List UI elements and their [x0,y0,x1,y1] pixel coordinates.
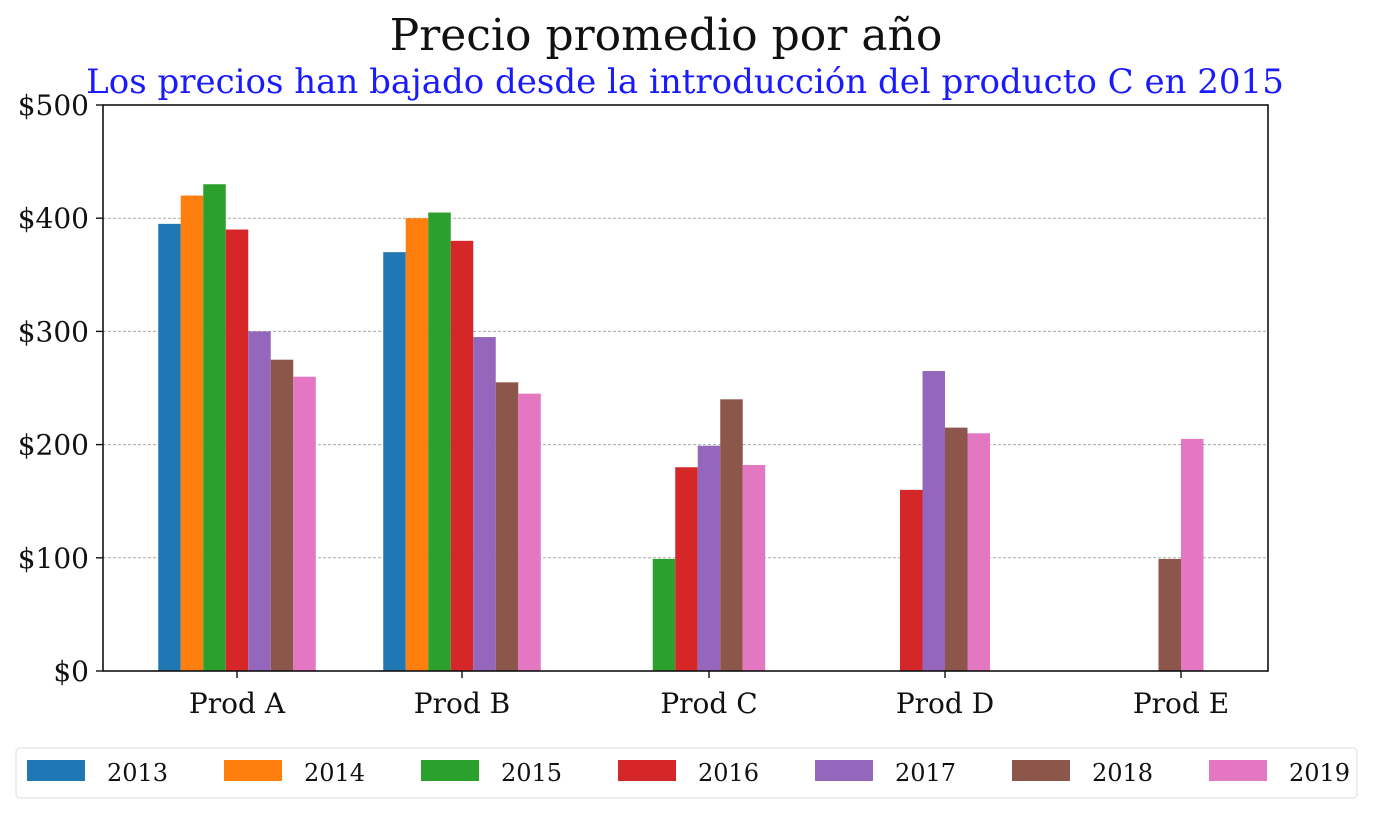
plot-frame [102,104,1269,672]
x-tick-label: Prod A [189,687,286,720]
legend-swatch [27,760,85,781]
bar [158,223,181,672]
legend-swatch [224,760,282,781]
bar [518,393,541,671]
bar [473,337,496,671]
bar [405,218,429,671]
legend-swatch [618,760,676,781]
legend-swatch [1012,760,1070,781]
y-tick-label: $500 [18,89,89,122]
y-tick-label: $300 [18,315,89,348]
bar [450,240,474,671]
legend-label: 2017 [895,759,956,787]
x-axis: Prod A Prod B Prod C Prod D Prod E [189,671,1229,720]
bar [270,359,294,671]
bar [293,376,316,671]
legend-swatch [815,760,873,781]
legend-label: 2018 [1092,759,1153,787]
x-tick-label: Prod B [414,687,510,720]
bar [945,427,968,671]
bar [675,467,698,671]
bar [203,184,226,672]
bar [720,399,743,671]
legend-frame [15,747,1358,799]
legend-label: 2013 [107,759,168,787]
legend-label: 2016 [698,759,759,787]
bar [180,195,204,671]
legend-label: 2014 [304,759,365,787]
x-tick-label: Prod D [896,687,994,720]
legend-label: 2015 [501,759,562,787]
bar [383,252,406,671]
chart-subtitle: Los precios han bajado desde la introduc… [86,62,1284,102]
bar [922,371,945,671]
bars [158,184,1204,672]
chart-title: Precio promedio por año [390,10,943,61]
bar [225,229,249,671]
x-tick-label: Prod E [1133,687,1229,720]
y-tick-label: $100 [18,542,89,575]
bar [495,382,519,671]
legend: 2013 2014 2015 2016 2017 2018 2019 [27,759,1350,787]
bar [1158,558,1181,671]
y-tick-label: $200 [18,429,89,462]
x-tick-label: Prod C [660,687,757,720]
legend-label: 2019 [1289,759,1350,787]
bar [1181,438,1204,671]
bar [697,445,721,671]
legend-swatch [421,760,479,781]
y-axis: $0 $100 $200 $300 $400 $500 [18,89,103,688]
legend-swatch [1209,760,1267,781]
bar [742,464,766,671]
bar [652,558,676,671]
bar [428,212,451,672]
bar [900,489,923,671]
y-tick-label: $400 [18,202,89,235]
y-tick-label: $0 [53,655,89,688]
bar [248,331,271,671]
bar [967,433,990,671]
